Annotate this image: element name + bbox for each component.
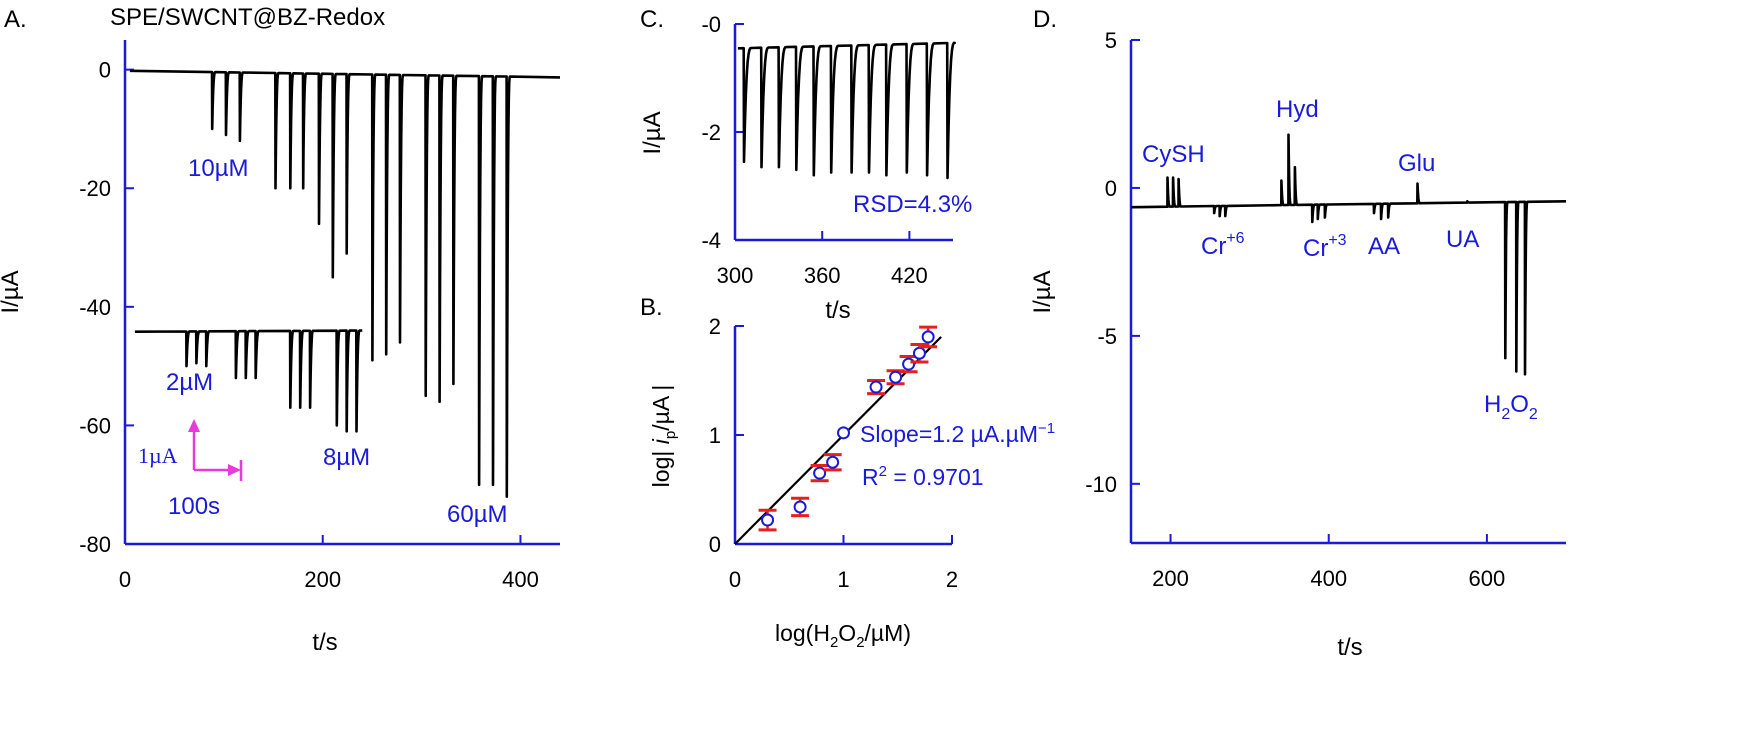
data-point [793,500,807,514]
panel-c-ytick-label: -0 [701,12,721,37]
panel-b-ytick-label: 2 [709,314,721,339]
annotation-cr6: Cr+6 [1201,230,1245,260]
panel-a-ytick-label: 0 [99,58,111,83]
scale-bar-current-label: 1µA [138,443,178,468]
data-point [761,513,775,527]
panel-b-xtick-label: 1 [837,567,849,592]
data-point [889,370,903,384]
rsd-label: RSD=4.3% [853,191,972,218]
data-point [837,426,850,440]
annotation-10uM: 10µM [188,155,249,182]
panel-a-ylabel: I/µA [0,270,24,313]
scale-bar-up-arrow-icon [188,419,200,432]
panel-d-ytick-label: 0 [1105,176,1117,201]
panel-d-ytick-label: -5 [1097,324,1117,349]
panel-c-xlabel: t/s [825,297,850,324]
panel-b-xlabel: log(H2O2/µM) [775,620,911,651]
panel-a-letter: A. [4,6,27,33]
panel-a-xtick-label: 0 [119,567,131,592]
r2-label: R2 = 0.9701 [862,463,984,490]
panel-a-xtick-label: 200 [304,567,341,592]
panel-c-chart: 300 360 420 -0 -2 -4 I/µA t/s RSD=4.3% [639,12,972,324]
panel-a-xlabel: t/s [312,629,337,656]
panel-c-ytick-label: -4 [701,228,721,253]
panel-a-trace-lower [134,329,363,433]
panel-d-trace [1130,133,1567,376]
annotation-2uM: 2µM [166,369,213,396]
data-point [813,466,827,480]
panel-a-xtick-label: 400 [502,567,539,592]
panel-d-xlabel: t/s [1337,634,1362,661]
data-point [921,330,935,344]
data-point [869,380,883,394]
scale-bar: 1µA 100s [138,419,243,520]
panel-b-ylabel: log| ip/µA | [648,385,679,488]
panel-a-ytick-label: -40 [79,295,111,320]
panel-b-chart: 0 1 2 0 1 2 log| ip/µA | log(H2O2/µM) Slope=1… [648,314,1055,651]
scale-bar-time-label: 100s [168,493,220,520]
data-point [902,357,916,371]
panel-b-ytick-label: 1 [709,423,721,448]
panel-d-ylabel: I/µA [1029,270,1056,313]
data-point [912,346,926,360]
slope-label: Slope=1.2 µA.µM−1 [860,420,1055,447]
panel-a-chart: 0 200 400 0 -20 -40 -60 -80 I/µA t/s 10µM 2µM 8… [0,40,561,656]
scale-bar-right-arrow-icon [228,464,241,476]
panel-c-xtick-label: 360 [804,263,841,288]
panel-a-ytick-label: -80 [79,532,111,557]
annotation-60uM: 60µM [447,501,508,528]
panel-b-ytick-label: 0 [709,532,721,557]
annotation-cysh: CySH [1142,141,1205,168]
panel-c-xtick-label: 300 [717,263,754,288]
annotation-h2o2: H2O2 [1484,391,1538,423]
panel-d-ytick-label: -10 [1085,472,1117,497]
data-point [826,455,840,469]
annotation-ua: UA [1446,226,1479,253]
panel-c-xtick-label: 420 [891,263,928,288]
panel-b-letter: B. [640,294,663,321]
panel-c-trace [737,41,956,180]
panel-b-xtick-label: 0 [729,567,741,592]
panel-d-xtick-label: 400 [1310,566,1347,591]
annotation-8uM: 8µM [323,444,370,471]
panel-d-xtick-label: 600 [1469,566,1506,591]
panel-d-xtick-label: 200 [1152,566,1189,591]
panel-d-ytick-label: 5 [1105,28,1117,53]
panel-a-ytick-label: -20 [79,176,111,201]
panel-c-ytick-label: -2 [701,120,721,145]
annotation-hyd: Hyd [1276,96,1319,123]
panel-a-trace-upper [129,69,561,498]
annotation-aa: AA [1368,233,1400,260]
panel-c-ylabel: I/µA [639,111,666,154]
panel-a-title: SPE/SWCNT@BZ-Redox [110,4,385,31]
panel-c-letter: C. [640,6,664,33]
panel-a-ytick-label: -60 [79,413,111,438]
annotation-glu: Glu [1398,150,1435,177]
annotation-cr3: Cr+3 [1303,232,1347,262]
panel-b-xtick-label: 2 [946,567,958,592]
panel-d-letter: D. [1033,6,1057,33]
